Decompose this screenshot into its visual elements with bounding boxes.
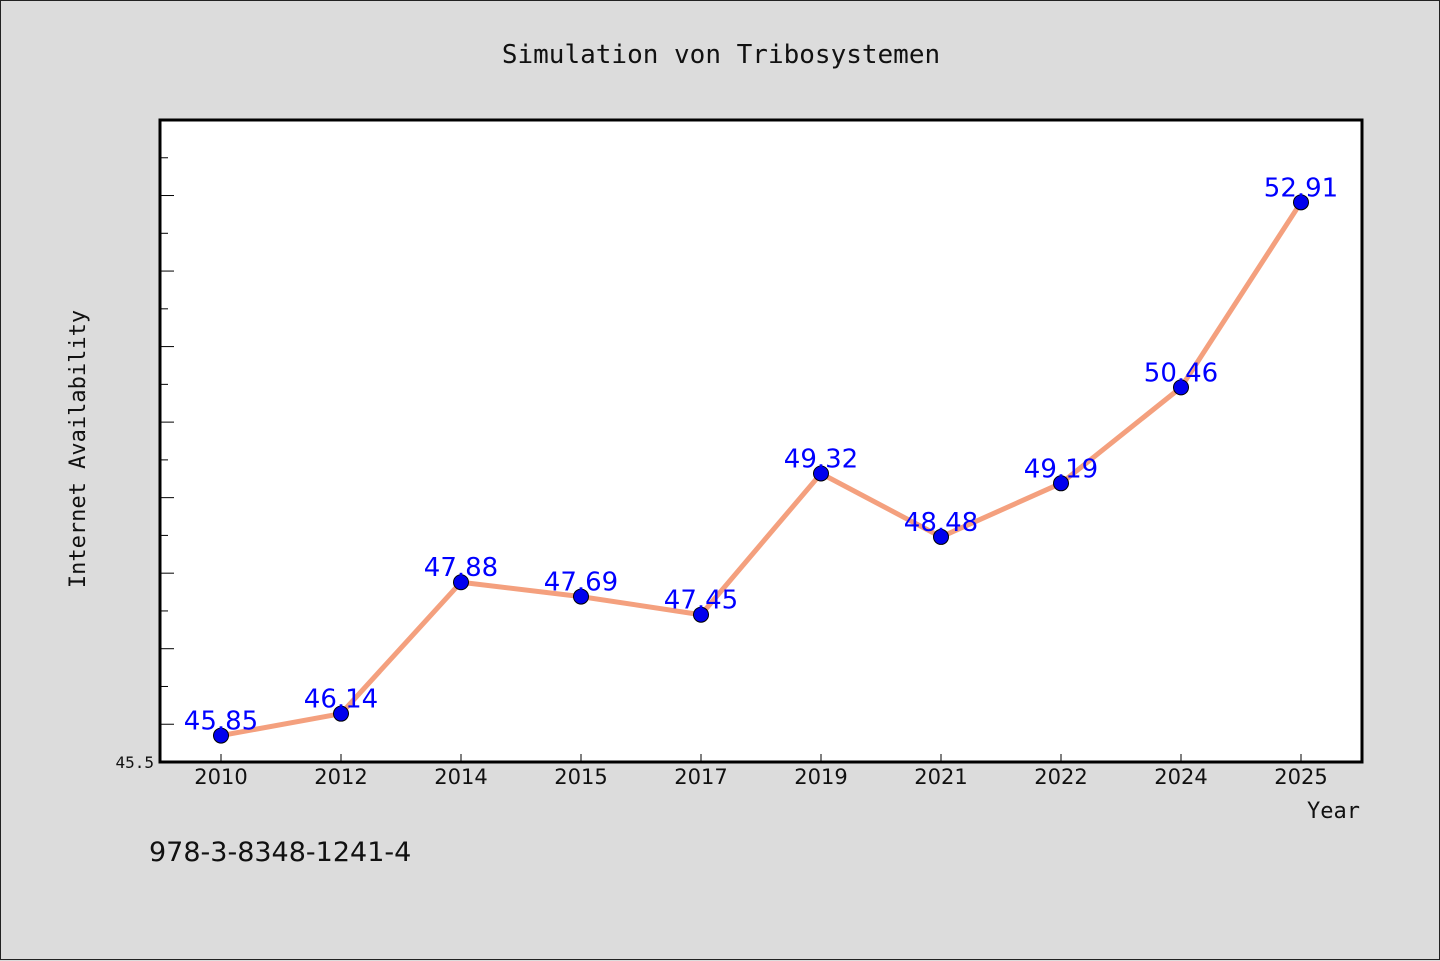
series-line [218,199,1304,739]
series-markers [213,194,1309,744]
plot-area [158,118,1364,764]
data-label: 50.46 [1144,358,1218,388]
data-label: 47.88 [424,553,498,583]
x-tick-label: 2014 [434,765,487,789]
data-point [1053,475,1069,492]
x-tick-label: 2012 [314,765,367,789]
data-point [453,574,469,591]
data-point [693,606,709,623]
data-label: 47.45 [664,586,738,616]
data-point [1293,194,1309,211]
data-label: 48.48 [904,508,978,538]
chart-title: Simulation von Tribosystemen [502,40,940,70]
x-axis-label: Year [1307,799,1360,824]
data-point [573,588,589,605]
y-axis-ticks: 45.5 [115,157,174,772]
series-line-group [218,199,1304,739]
x-tick-label: 2019 [794,765,847,789]
data-label: 46.14 [304,685,378,715]
isbn-text: 978-3-8348-1241-4 [149,837,412,868]
data-point [933,528,949,545]
data-label: 49.32 [784,444,858,474]
data-point [1173,379,1189,396]
x-tick-label: 2021 [914,765,967,789]
x-axis-ticks: 2010 2012 2014 2015 2017 2019 2021 2022 2024 2025 [194,754,1328,789]
data-label: 52.91 [1264,173,1338,203]
data-label: 49.19 [1024,454,1098,484]
y-axis-label: Internet Availability [66,310,91,588]
x-tick-label: 2010 [194,765,247,789]
data-label: 45.85 [184,707,258,737]
data-point [813,465,829,482]
x-tick-label: 2017 [674,765,727,789]
data-label: 47.69 [544,568,618,598]
x-tick-label: 2022 [1034,765,1087,789]
x-tick-label: 2015 [554,765,607,789]
data-point [213,727,229,744]
data-point [333,705,349,722]
x-tick-label: 2024 [1154,765,1207,789]
data-labels: 45.85 46.14 47.88 47.69 47.45 49.32 48.48 49.19… [184,173,1338,736]
y-tick-label: 45.5 [115,753,154,772]
x-tick-label: 2025 [1274,765,1327,789]
